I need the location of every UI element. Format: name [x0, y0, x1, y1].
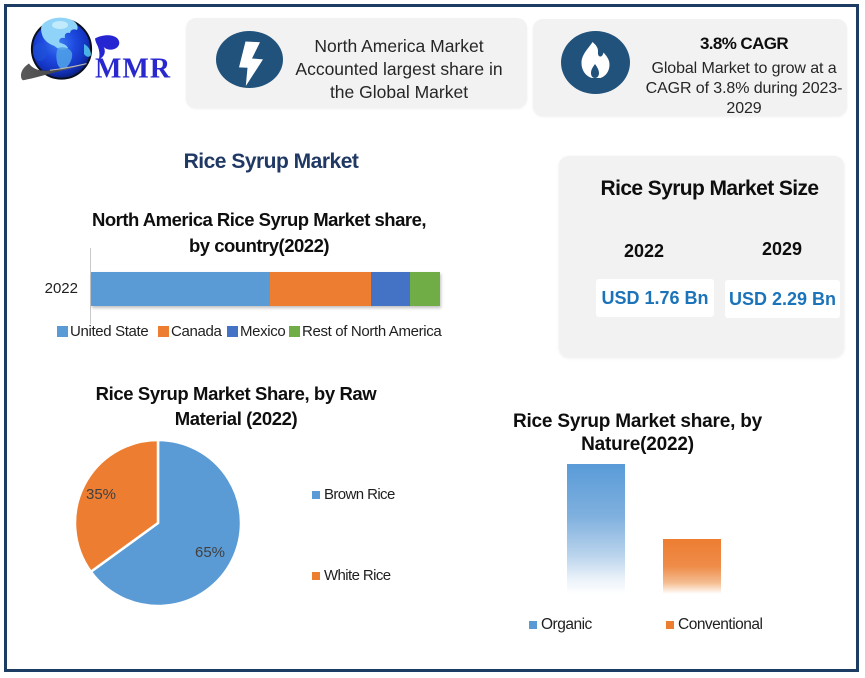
svg-text:MMR: MMR — [95, 54, 171, 85]
svg-text:65%: 65% — [195, 544, 225, 561]
svg-text:35%: 35% — [86, 486, 116, 503]
